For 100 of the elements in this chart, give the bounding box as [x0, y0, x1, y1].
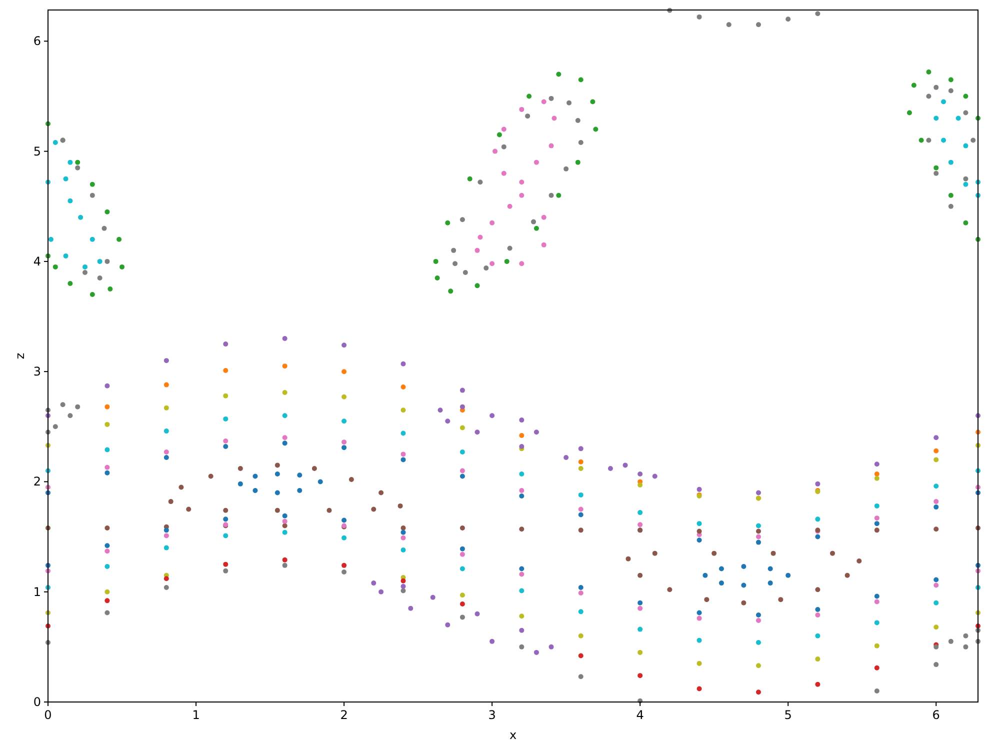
point — [926, 94, 932, 99]
point — [474, 611, 480, 616]
point — [164, 533, 169, 538]
point — [467, 176, 472, 182]
point — [934, 435, 939, 440]
point — [741, 564, 746, 570]
point — [534, 160, 539, 165]
point — [963, 182, 968, 187]
point — [556, 192, 562, 198]
point — [282, 413, 288, 418]
point — [578, 446, 584, 452]
point — [75, 160, 80, 165]
point — [400, 535, 406, 540]
point — [474, 430, 480, 435]
point — [741, 582, 746, 588]
point — [578, 140, 584, 145]
point — [282, 440, 288, 446]
point — [934, 116, 939, 121]
point — [504, 258, 510, 264]
point — [519, 588, 524, 594]
point — [507, 204, 512, 209]
point — [934, 484, 939, 489]
point — [519, 472, 524, 477]
point — [756, 640, 761, 646]
point — [164, 358, 169, 364]
point — [638, 650, 643, 655]
point — [525, 114, 530, 119]
point — [941, 138, 946, 143]
point — [252, 474, 258, 479]
point — [400, 530, 406, 535]
point — [534, 430, 539, 435]
point — [348, 477, 354, 482]
point — [756, 490, 761, 496]
point — [104, 548, 110, 554]
point — [104, 422, 110, 427]
point — [874, 665, 880, 670]
point — [756, 528, 761, 534]
point — [575, 160, 580, 165]
point — [274, 462, 280, 468]
point — [282, 523, 288, 528]
point — [874, 643, 880, 648]
point — [638, 522, 643, 528]
point — [120, 264, 125, 270]
point — [282, 518, 288, 524]
point — [534, 226, 539, 231]
point — [460, 474, 465, 479]
point — [948, 160, 954, 165]
point — [97, 258, 102, 264]
point — [519, 432, 524, 438]
point — [519, 106, 524, 112]
point — [282, 336, 288, 342]
point — [552, 116, 557, 121]
point — [342, 570, 347, 575]
point — [768, 566, 773, 572]
point — [578, 512, 584, 518]
point — [82, 270, 88, 275]
point — [460, 592, 465, 598]
point — [948, 192, 954, 198]
point — [963, 176, 968, 182]
point — [223, 438, 228, 444]
point — [318, 479, 323, 484]
point — [507, 246, 512, 251]
point — [223, 444, 228, 449]
point — [460, 217, 465, 222]
point — [90, 182, 95, 187]
point — [104, 447, 110, 452]
point — [168, 499, 174, 504]
point — [274, 508, 280, 513]
point — [68, 198, 73, 204]
point — [297, 472, 302, 478]
point — [104, 258, 110, 264]
point — [490, 638, 495, 644]
point — [104, 598, 110, 604]
point — [460, 449, 465, 454]
point — [578, 459, 584, 464]
point — [519, 628, 524, 633]
point — [52, 264, 58, 270]
point — [726, 22, 732, 28]
point — [534, 650, 539, 655]
point — [578, 492, 584, 498]
point — [874, 594, 880, 599]
point — [963, 644, 968, 650]
y-tick-label: 4 — [33, 254, 41, 268]
point — [186, 506, 192, 512]
y-tick-label: 1 — [33, 584, 41, 599]
point — [590, 99, 596, 104]
point — [778, 597, 784, 602]
point — [52, 424, 58, 430]
point — [815, 612, 820, 618]
point — [445, 418, 450, 424]
point — [696, 14, 702, 20]
point — [874, 521, 880, 526]
point — [433, 258, 438, 264]
point — [342, 562, 347, 568]
point — [756, 618, 761, 623]
point — [460, 566, 465, 572]
point — [460, 388, 465, 393]
point — [519, 566, 524, 572]
point — [460, 546, 465, 552]
point — [104, 209, 110, 214]
